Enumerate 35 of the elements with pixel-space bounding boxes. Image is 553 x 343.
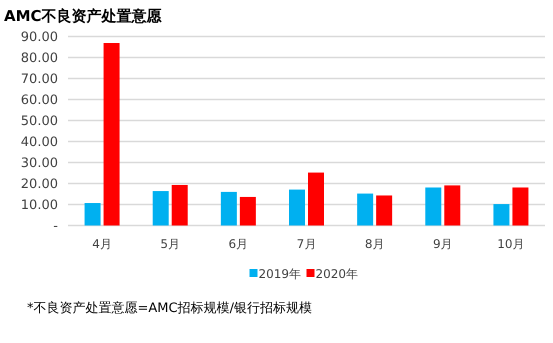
y-tick-label: 50.00	[20, 114, 58, 129]
y-tick-label: 30.00	[20, 156, 58, 171]
bar	[425, 187, 442, 226]
text: *不良资产处置意愿=AMC招标规模/银行招标规模	[27, 301, 312, 316]
y-tick-label: -	[53, 219, 58, 234]
bar	[357, 194, 374, 226]
bar	[289, 190, 305, 226]
bar	[220, 192, 237, 226]
bar	[376, 195, 392, 226]
x-tick-label: 8月	[364, 237, 384, 251]
y-tick-label: 20.00	[20, 177, 58, 192]
y-tick-label: 10.00	[20, 198, 58, 213]
y-tick-label: 40.00	[20, 135, 58, 150]
bar	[512, 187, 528, 226]
y-tick-label: 60.00	[20, 93, 58, 108]
bar	[240, 196, 256, 226]
bar	[84, 203, 101, 226]
chart-title: AMC不良资产处置意愿	[4, 7, 163, 25]
y-tick-label: 80.00	[20, 51, 58, 66]
x-tick-label: 10月	[497, 237, 525, 251]
bar	[493, 204, 510, 226]
y-tick-label: 70.00	[20, 72, 58, 87]
bar	[444, 185, 460, 226]
x-tick-label: 6月	[228, 237, 248, 251]
bar	[152, 191, 169, 226]
y-tick-label: 90.00	[20, 30, 58, 45]
bar	[104, 43, 120, 226]
x-tick-label: 4月	[92, 237, 112, 251]
x-tick-label: 5月	[160, 237, 180, 251]
bar	[172, 184, 188, 226]
bar	[308, 172, 324, 226]
legend-label: 2020年	[316, 267, 358, 281]
x-tick-label: 7月	[296, 237, 316, 251]
legend-label: 2019年	[258, 267, 302, 281]
x-tick-label: 9月	[432, 237, 453, 251]
